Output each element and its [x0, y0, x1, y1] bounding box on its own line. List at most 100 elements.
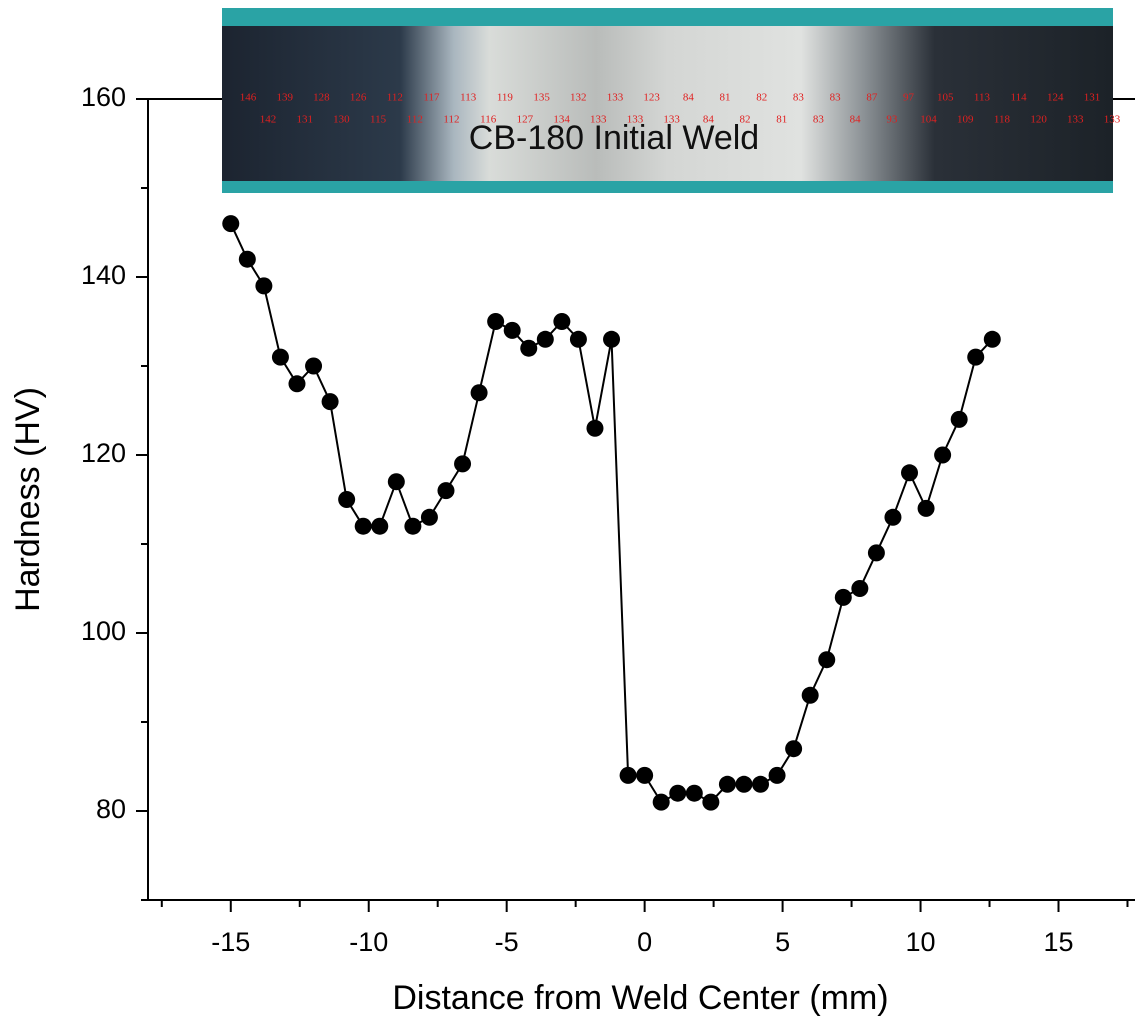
data-point — [818, 651, 836, 669]
inset-label: 131 — [296, 114, 313, 126]
inset-label: 133 — [607, 92, 624, 104]
data-point — [917, 499, 935, 517]
data-point — [338, 491, 356, 508]
inset-label: 132 — [570, 92, 587, 104]
data-point — [520, 339, 538, 357]
data-point — [669, 784, 687, 802]
series-line — [229, 223, 994, 804]
y-tick-label: 120 — [81, 438, 126, 468]
inset-label: 133 — [627, 114, 644, 126]
inset-label: 134 — [553, 114, 570, 126]
inset-label: 127 — [517, 114, 534, 126]
data-point — [702, 793, 720, 811]
data-point — [801, 686, 819, 704]
data-point — [768, 766, 786, 784]
data-point — [619, 766, 637, 784]
inset-label: 128 — [313, 92, 330, 104]
data-point — [867, 544, 885, 562]
data-point — [420, 508, 438, 526]
y-axis-label: Hardness (HV) — [9, 387, 47, 612]
x-axis-label: Distance from Weld Center (mm) — [392, 979, 888, 1017]
data-point — [884, 508, 902, 526]
inset-label: 81 — [776, 114, 787, 126]
inset: 146 139 128 126 112 117 113 119 135 132 133 123 84 81… — [240, 92, 1121, 126]
data-point — [901, 464, 919, 482]
inset-label: 104 — [920, 114, 937, 126]
inset-label: 112 — [407, 114, 423, 126]
weld-image — [222, 26, 1113, 181]
inset-label: 83 — [830, 92, 842, 104]
inset-label: 142 — [260, 114, 277, 126]
data-point — [785, 740, 803, 758]
y-tick-label: 140 — [81, 260, 126, 290]
axes: -15 -10 -5 0 5 10 15 80 100 120 140 160 Distance fro… — [9, 82, 1135, 1017]
inset-label: 116 — [480, 114, 497, 126]
data-point — [652, 793, 670, 811]
inset-label: 84 — [850, 114, 862, 126]
data-point — [487, 313, 505, 330]
data-point — [586, 419, 604, 437]
inset-label: 83 — [793, 92, 805, 104]
data-point — [752, 775, 770, 793]
data-point — [288, 375, 306, 393]
data-point — [387, 473, 405, 491]
inset-label: 83 — [813, 114, 825, 126]
inset-label: 84 — [683, 92, 695, 104]
data-point — [271, 348, 289, 366]
inset-title: CB-180 Initial Weld — [469, 119, 759, 157]
data-point — [636, 766, 654, 784]
data-point — [950, 410, 968, 428]
inset-label: 126 — [350, 92, 367, 104]
inset-label: 131 — [1084, 92, 1101, 104]
inset-label: 81 — [720, 92, 731, 104]
data-point — [685, 784, 703, 802]
x-tick-label: 10 — [906, 927, 936, 957]
data-point — [983, 330, 1001, 348]
inset-label: 82 — [740, 114, 751, 126]
data-point — [222, 215, 240, 233]
x-tick-label: 15 — [1043, 927, 1073, 957]
inset-label: 133 — [1104, 114, 1121, 126]
data-point — [718, 775, 736, 793]
inset-label: 97 — [903, 92, 915, 104]
inset-label: 119 — [497, 92, 514, 104]
inset-label: 133 — [1067, 114, 1084, 126]
data-point — [321, 393, 339, 411]
x-tick-label: -10 — [349, 927, 388, 957]
data-point — [255, 277, 273, 295]
y-tick-label: 80 — [96, 794, 126, 824]
inset-label: 113 — [460, 92, 477, 104]
data-point — [851, 580, 869, 597]
inset-label: 139 — [276, 92, 293, 104]
data-point — [305, 357, 323, 375]
y-tick-label: 160 — [81, 82, 126, 112]
data-point — [437, 482, 455, 500]
data-point — [603, 330, 621, 348]
inset-label: 135 — [533, 92, 550, 104]
data-point — [371, 517, 389, 535]
data-point — [553, 313, 571, 330]
inset-label: 114 — [1011, 92, 1028, 104]
data-point — [404, 517, 422, 535]
inset-label: 115 — [370, 114, 387, 126]
plot — [222, 215, 1001, 811]
inset-label: 105 — [937, 92, 954, 104]
inset-label: 133 — [663, 114, 680, 126]
inset-label: 117 — [423, 92, 440, 104]
inset-label: 133 — [590, 114, 607, 126]
inset-label: 93 — [886, 114, 898, 126]
x-tick-label: -15 — [211, 927, 250, 957]
data-point — [834, 588, 852, 606]
x-tick-label: -5 — [495, 927, 519, 957]
inset-label: 109 — [957, 114, 974, 126]
inset-label: 82 — [756, 92, 767, 104]
inset-label: 112 — [387, 92, 403, 104]
inset-label: 87 — [866, 92, 878, 104]
data-point — [735, 775, 753, 793]
data-point — [536, 330, 554, 348]
data-point — [454, 455, 472, 473]
y-tick-label: 100 — [81, 616, 126, 646]
x-tick-label: 0 — [637, 927, 652, 957]
